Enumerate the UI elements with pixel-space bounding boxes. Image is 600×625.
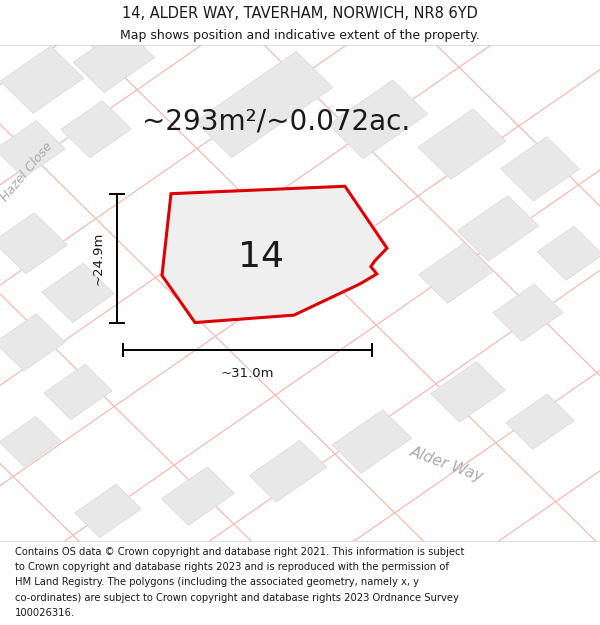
Polygon shape [44,364,112,419]
Polygon shape [332,410,412,473]
Polygon shape [328,80,428,159]
Polygon shape [431,362,505,422]
Text: ~31.0m: ~31.0m [221,367,274,380]
Polygon shape [0,416,61,467]
Polygon shape [493,284,563,341]
Text: Map shows position and indicative extent of the property.: Map shows position and indicative extent… [120,29,480,42]
Text: 100026316.: 100026316. [15,608,75,618]
Text: ~293m²/~0.072ac.: ~293m²/~0.072ac. [142,108,410,136]
Polygon shape [457,196,539,261]
Polygon shape [249,441,327,502]
Text: 14, ALDER WAY, TAVERHAM, NORWICH, NR8 6YD: 14, ALDER WAY, TAVERHAM, NORWICH, NR8 6Y… [122,6,478,21]
Text: to Crown copyright and database rights 2023 and is reproduced with the permissio: to Crown copyright and database rights 2… [15,562,449,572]
Polygon shape [162,186,387,322]
Text: Alder Way: Alder Way [408,444,486,484]
Polygon shape [73,27,155,92]
Polygon shape [0,314,65,371]
Polygon shape [195,51,333,158]
Polygon shape [537,226,600,280]
Text: ~24.9m: ~24.9m [91,231,104,285]
Polygon shape [419,243,493,303]
Text: Hazel Close: Hazel Close [0,139,55,204]
Polygon shape [500,137,580,201]
Polygon shape [0,213,67,274]
Text: 14: 14 [238,240,284,274]
Text: co-ordinates) are subject to Crown copyright and database rights 2023 Ordnance S: co-ordinates) are subject to Crown copyr… [15,593,459,603]
Polygon shape [75,484,141,538]
Text: HM Land Registry. The polygons (including the associated geometry, namely x, y: HM Land Registry. The polygons (includin… [15,578,419,587]
Polygon shape [61,101,131,158]
Polygon shape [506,394,574,449]
Text: Contains OS data © Crown copyright and database right 2021. This information is : Contains OS data © Crown copyright and d… [15,546,464,556]
Polygon shape [161,467,235,525]
Polygon shape [1,46,83,113]
Polygon shape [0,121,65,177]
Polygon shape [418,109,506,179]
Polygon shape [42,263,114,322]
